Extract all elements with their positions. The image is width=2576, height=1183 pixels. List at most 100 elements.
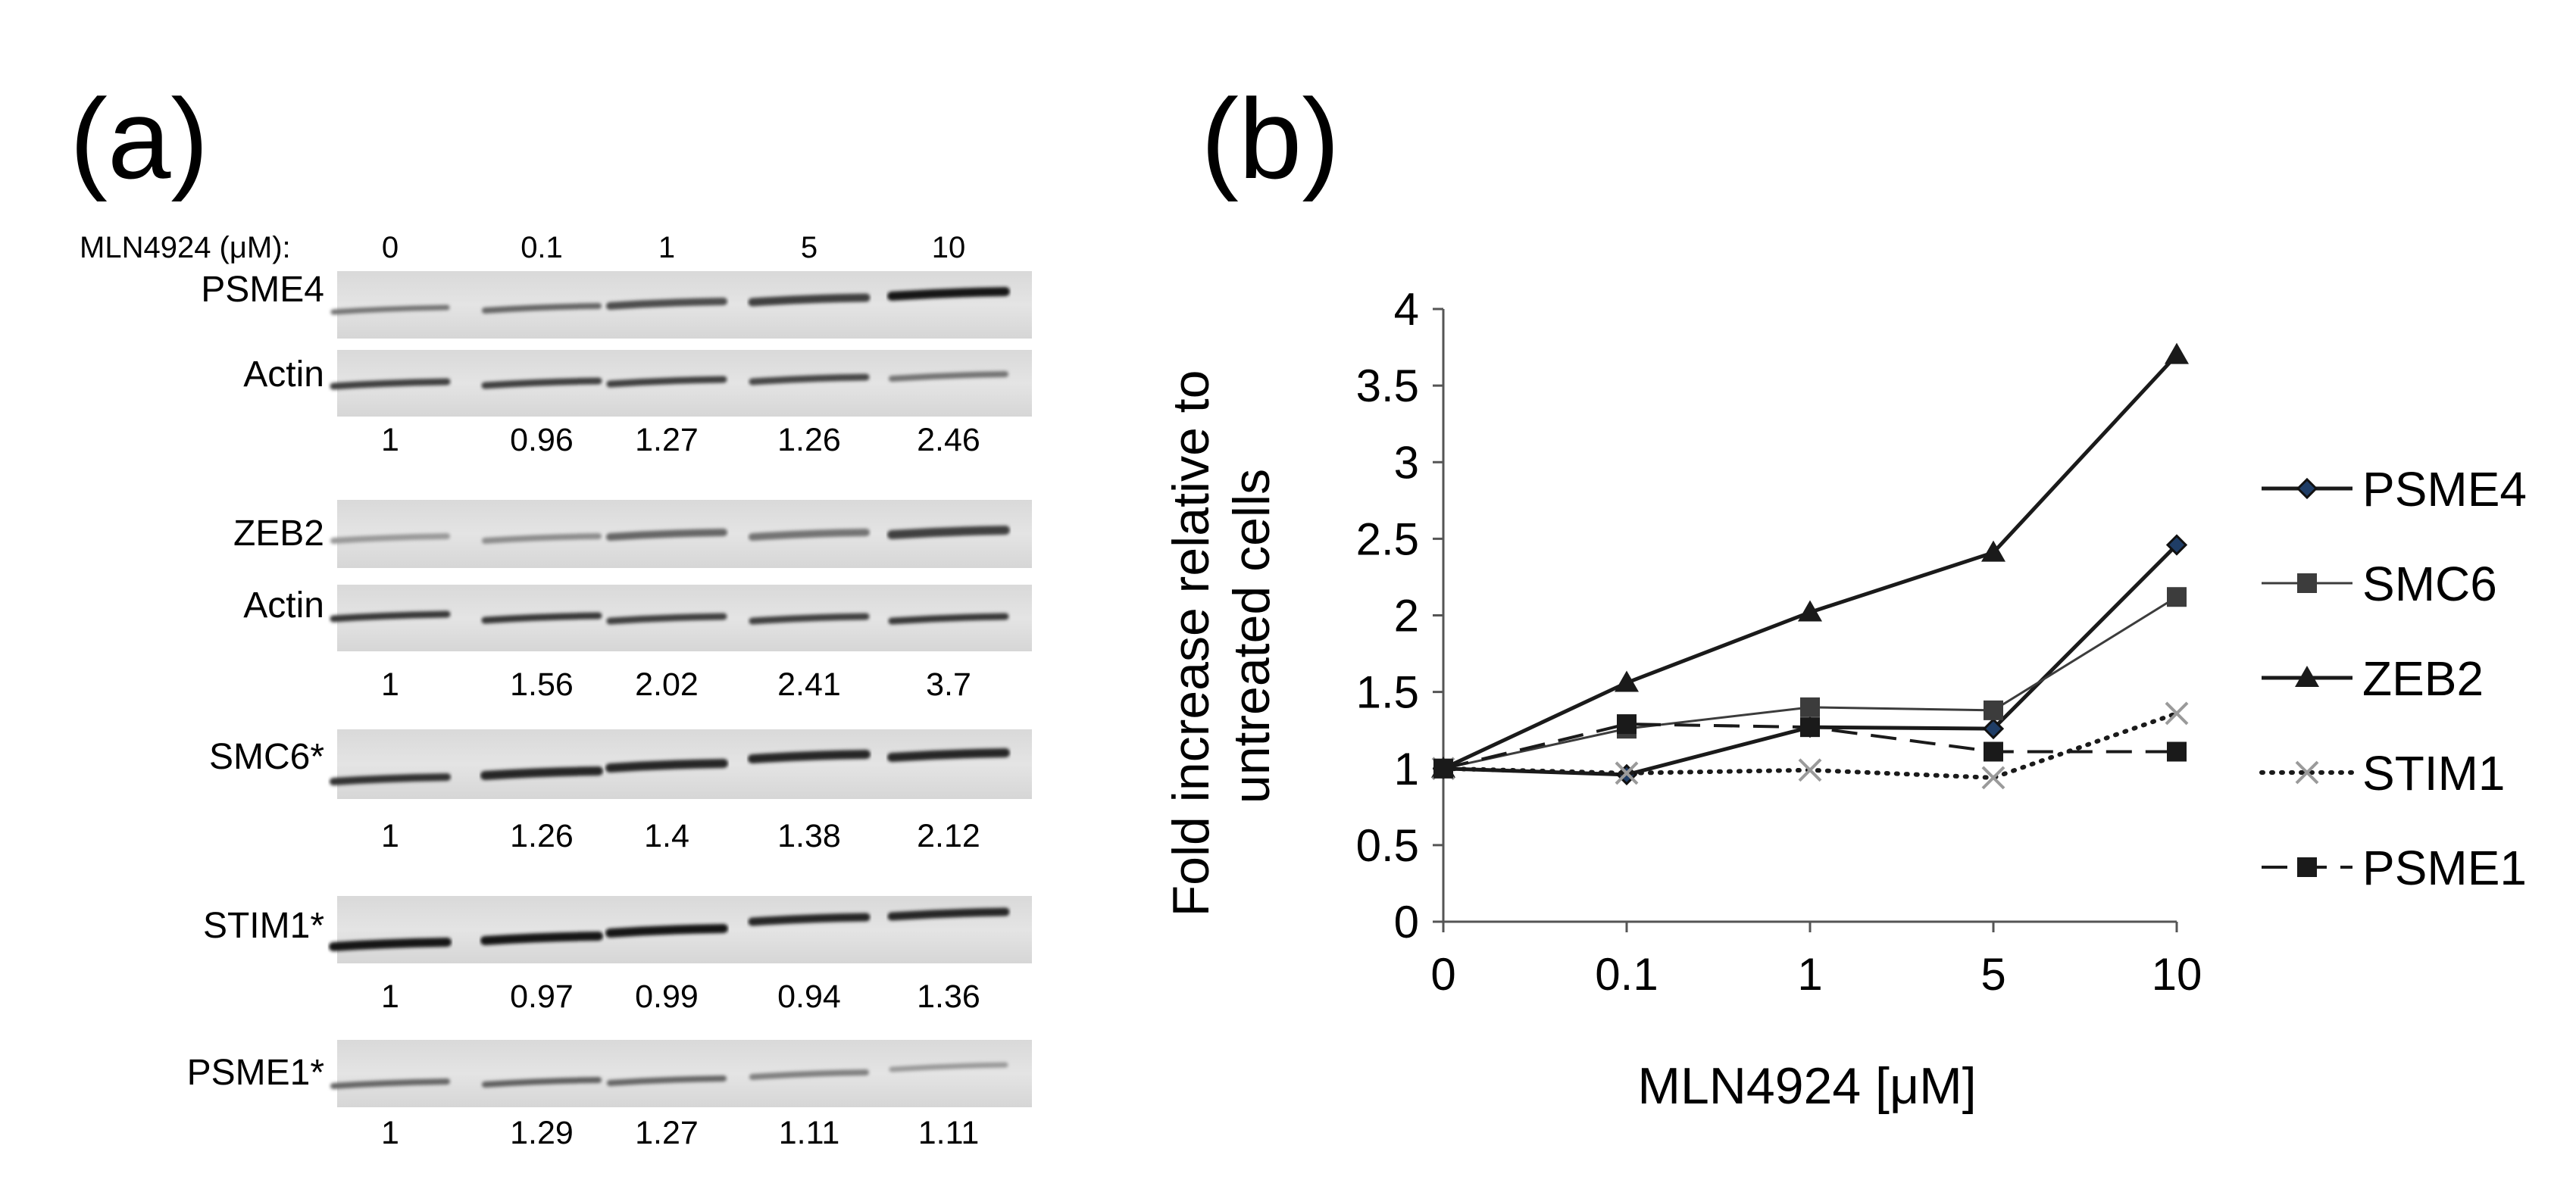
quantification-value: 1.36 (917, 979, 980, 1015)
quantification-value: 1.27 (635, 1115, 699, 1151)
blot-band (887, 526, 1010, 539)
panel-b-label: (b) (1201, 75, 1340, 202)
blot-group: ZEB2 Actin 1 1.56 2.02 2.41 3.7 (233, 500, 1032, 703)
quantification-value: 0.99 (635, 979, 699, 1015)
blot-band (480, 932, 603, 945)
quantification-value: 0.97 (510, 979, 574, 1015)
blot-band (330, 773, 451, 785)
blot-band (749, 1069, 869, 1080)
data-point (1800, 697, 1820, 717)
blot-band (606, 529, 727, 541)
chart-legend: PSME4 SMC6 ZEB2 STIM1 PSME1 (2259, 462, 2527, 895)
quantification-value: 1.26 (777, 422, 841, 458)
legend-item: ZEB2 (2262, 651, 2484, 706)
chart-area-background (1165, 250, 2576, 1026)
blot-band (749, 529, 870, 541)
data-point (1615, 761, 1639, 785)
y-tick-label: 2.5 (1356, 513, 1419, 564)
quantification-value: 2.12 (917, 818, 980, 854)
y-axis: 0 0.5 1 1.5 2 2.5 3 3.5 4 (1356, 284, 1445, 947)
x-tick-label: 0 (1430, 949, 1455, 1000)
series-psme1 (1433, 714, 2187, 779)
x-tick-label: 0.1 (1595, 949, 1658, 1000)
blot-band (605, 924, 728, 938)
blot-band (329, 938, 452, 951)
data-point (1981, 540, 2005, 562)
blot-band (749, 373, 870, 385)
blot-band (887, 748, 1010, 762)
data-point (2167, 741, 2187, 762)
quantification-value: 1.29 (510, 1115, 574, 1151)
quantification-value: 2.41 (777, 666, 841, 703)
series-smc6 (1433, 587, 2187, 779)
legend-label: PSME1 (2362, 841, 2527, 895)
legend-label: SMC6 (2362, 557, 2497, 611)
blot-band (330, 610, 451, 623)
blot-band (330, 378, 451, 390)
y-tick-label: 3.5 (1356, 361, 1419, 411)
x-tick-label: 5 (1980, 949, 2005, 1000)
blot-band (330, 304, 450, 315)
concentration-header-label: MLN4924 (μM): (80, 231, 291, 264)
blot-group: PSME1* 1 1.29 1.27 1.11 1.11 (187, 1040, 1032, 1151)
loading-control-label: Actin (243, 585, 324, 626)
blot-band (606, 298, 727, 310)
data-point (2167, 587, 2187, 607)
chart-series (1431, 342, 2189, 790)
y-tick-label: 2 (1394, 591, 1419, 641)
data-point (1982, 718, 2005, 740)
blot-band (605, 759, 728, 773)
blot-band (606, 376, 727, 388)
legend-marker (2297, 573, 2317, 593)
data-point (1981, 766, 2005, 790)
loading-control-label: Actin (243, 354, 324, 395)
quantification-value: 1 (381, 818, 399, 854)
blot-band (748, 293, 871, 307)
legend-marker (2295, 760, 2319, 785)
concentration-label: 10 (932, 231, 966, 264)
data-point (1798, 758, 1822, 782)
quantification-value: 1.4 (644, 818, 689, 854)
concentration-label: 1 (658, 231, 675, 264)
blot-band (481, 612, 602, 624)
quantification-value: 1.11 (918, 1115, 980, 1151)
data-point (1984, 741, 2003, 762)
data-point (1798, 600, 1822, 622)
y-tick-label: 0.5 (1356, 820, 1419, 871)
quantification-value: 1.27 (635, 422, 699, 458)
concentration-label: 5 (801, 231, 818, 264)
quantification-value: 2.46 (917, 422, 980, 458)
data-point (1617, 714, 1637, 735)
blot-band (889, 1062, 1008, 1072)
blot-band (748, 913, 871, 926)
western-blot-panel: MLN4924 (μM): 0 0.1 1 5 10 PSME4 Actin 1 0.96 1.27… (80, 231, 1032, 1151)
y-tick-label: 1 (1394, 744, 1419, 794)
x-axis: 0 0.1 1 5 10 (1430, 920, 2202, 1000)
data-point (1433, 758, 1453, 779)
data-point (1800, 717, 1820, 738)
legend-label: ZEB2 (2362, 651, 2484, 706)
quantification-value: 2.02 (635, 666, 699, 703)
panel-a-label: (a) (70, 75, 208, 202)
blot-group: SMC6* 1 1.26 1.4 1.38 2.12 (209, 729, 1032, 854)
quantification-value: 1 (381, 422, 399, 458)
legend-label: STIM1 (2362, 746, 2505, 801)
quantification-value: 1.11 (779, 1115, 840, 1151)
quantification-value: 0.94 (777, 979, 841, 1015)
data-point (2165, 701, 2189, 726)
quantification-value: 3.7 (926, 666, 971, 703)
data-point (1615, 670, 1639, 692)
blot-protein-label: SMC6* (209, 737, 324, 777)
series-stim1 (1431, 701, 2189, 790)
legend-item: PSME1 (2262, 841, 2527, 895)
y-tick-label: 4 (1394, 284, 1419, 335)
concentration-label: 0.1 (521, 231, 563, 264)
quantification-value: 1.56 (510, 666, 574, 703)
blot-band (480, 766, 603, 780)
blot-band (889, 371, 1008, 382)
x-tick-label: 10 (2152, 949, 2202, 1000)
blot-protein-label: STIM1* (203, 906, 324, 946)
blot-band (749, 613, 870, 625)
data-point (2165, 342, 2189, 364)
